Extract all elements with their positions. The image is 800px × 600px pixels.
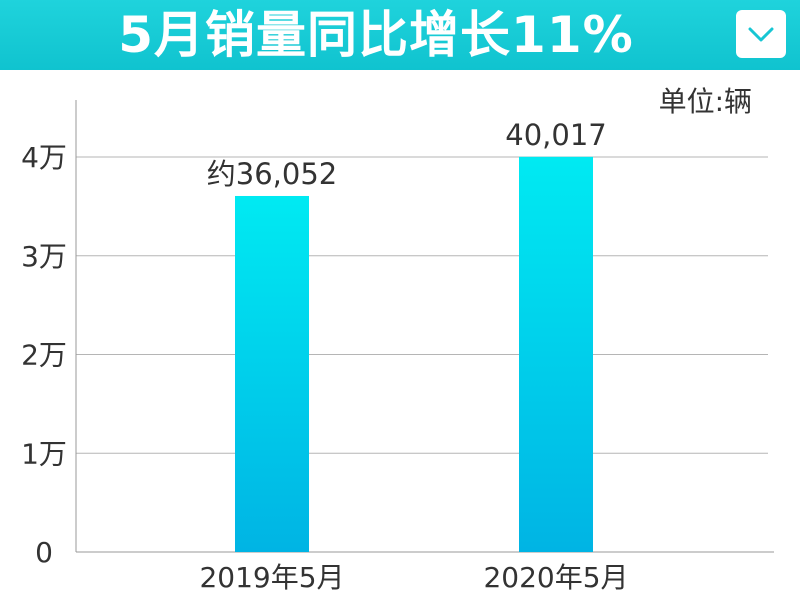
dropdown-button[interactable] — [736, 10, 786, 58]
header-bar: 5月销量同比增长11% — [0, 0, 800, 70]
data-label-1: 约36,052 — [207, 157, 337, 191]
y-tick-label: 1万 — [21, 437, 67, 470]
x-tick-label-2: 2020年5月 — [483, 561, 628, 594]
gridlines — [76, 156, 768, 454]
y-tick-label: 0 — [35, 536, 53, 569]
chevron-down-icon — [748, 27, 774, 42]
x-tick-label-1: 2019年5月 — [199, 561, 344, 594]
y-tick-label: 3万 — [21, 240, 67, 273]
y-tick-label: 4万 — [21, 141, 67, 174]
data-labels: 约36,052 40,017 — [207, 118, 607, 191]
unit-label: 单位:辆 — [658, 85, 752, 118]
bar-2 — [519, 156, 593, 552]
y-tick-labels: 0 1万 2万 3万 4万 — [21, 141, 67, 569]
x-tick-labels: 2019年5月 2020年5月 — [199, 561, 628, 594]
axes — [75, 100, 774, 553]
bar-1 — [235, 195, 309, 552]
data-label-2: 40,017 — [505, 118, 606, 152]
y-tick-label: 2万 — [21, 339, 67, 372]
chart-title: 5月销量同比增长11% — [118, 6, 634, 64]
bars — [235, 156, 593, 552]
